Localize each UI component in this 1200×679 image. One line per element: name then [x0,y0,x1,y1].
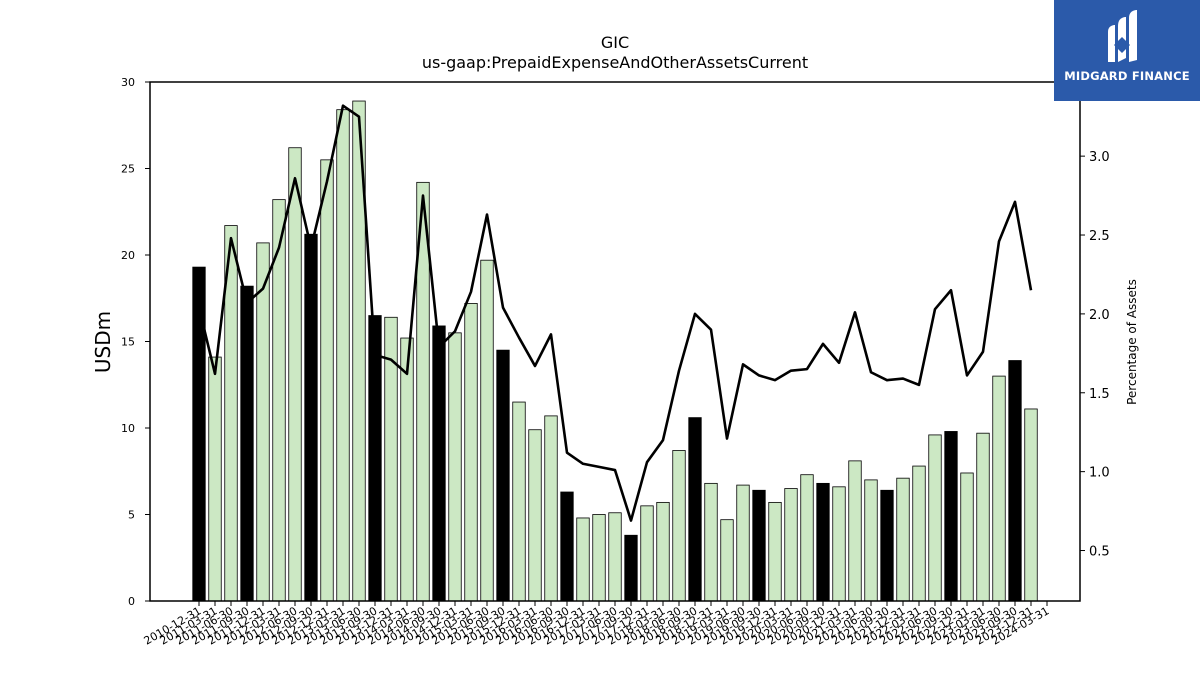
bar [960,472,974,602]
logo-mark-icon [1108,10,1137,62]
bar [768,501,782,602]
bar [368,315,382,602]
logo-text: MIDGARD FINANCE [1064,69,1190,83]
bar [720,519,734,602]
bar [240,285,254,602]
bar [576,517,590,602]
bar [944,431,958,602]
bar [800,474,814,602]
y-tick-label: 30 [121,76,135,89]
bar [928,434,942,602]
bar [320,159,334,602]
bar [1008,360,1022,602]
bar [912,465,926,602]
bar [704,482,718,602]
y-axis-label: USDm [91,311,115,373]
chart-title: GIC [601,33,629,52]
bar [864,479,878,602]
bar [784,488,798,602]
bar [688,417,702,602]
bar [528,429,542,602]
bar [832,486,846,602]
y-tick-label: 5 [128,509,135,522]
bar [816,482,830,602]
bar [288,147,302,602]
bar [592,514,606,602]
bar [464,303,478,602]
bar [640,505,654,602]
bar [256,242,270,602]
y-tick-label: 25 [121,163,135,176]
bar [848,460,862,602]
y2-axis-label: Percentage of Assets [1125,279,1139,405]
bar [512,401,526,602]
bar [608,512,622,602]
percentage-line [197,104,1033,522]
y-tick-label: 10 [121,422,135,435]
y-tick-label: 0 [128,595,135,608]
bar [736,484,750,602]
brand-logo: MIDGARD FINANCE [1054,0,1200,101]
bar [208,356,222,602]
bar [656,501,670,602]
bar [480,259,494,602]
chart-subtitle: us-gaap:PrepaidExpenseAndOtherAssetsCurr… [422,53,808,72]
y2-tick-label: 2.0 [1089,308,1110,323]
bar [624,534,638,602]
y2-tick-label: 0.5 [1089,545,1110,560]
bar [448,332,462,602]
bar [896,477,910,602]
bar [496,349,510,602]
bar [752,489,766,602]
bar [976,432,990,602]
y-tick-label: 15 [121,336,135,349]
bar [304,233,318,602]
bar [880,489,894,602]
bar [544,415,558,602]
y2-tick-label: 1.0 [1089,466,1110,481]
y2-tick-label: 2.5 [1089,229,1110,244]
bar [560,491,574,602]
bar [432,325,446,602]
bar [1024,408,1038,602]
bar [336,109,350,602]
bar [400,337,414,602]
y2-tick-label: 3.0 [1089,150,1110,165]
y-tick-label: 20 [121,249,135,262]
bar [992,375,1006,602]
y2-tick-label: 1.5 [1089,387,1110,402]
bar [192,266,206,602]
bar [672,450,686,602]
